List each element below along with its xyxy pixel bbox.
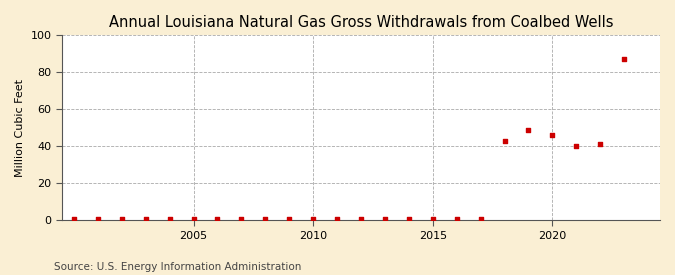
Point <box>595 142 605 147</box>
Point <box>404 217 414 222</box>
Point <box>331 217 342 222</box>
Point <box>260 217 271 222</box>
Point <box>116 217 127 222</box>
Point <box>427 217 438 222</box>
Point <box>140 217 151 222</box>
Text: Source: U.S. Energy Information Administration: Source: U.S. Energy Information Administ… <box>54 262 301 272</box>
Point <box>212 217 223 222</box>
Point <box>571 144 582 148</box>
Point <box>188 217 199 222</box>
Point <box>308 217 319 222</box>
Point <box>452 217 462 222</box>
Point <box>236 217 247 222</box>
Point <box>619 57 630 62</box>
Point <box>379 217 390 222</box>
Y-axis label: Million Cubic Feet: Million Cubic Feet <box>15 79 25 177</box>
Point <box>164 217 175 222</box>
Title: Annual Louisiana Natural Gas Gross Withdrawals from Coalbed Wells: Annual Louisiana Natural Gas Gross Withd… <box>109 15 613 30</box>
Point <box>523 128 534 132</box>
Point <box>499 139 510 143</box>
Point <box>284 217 294 222</box>
Point <box>475 217 486 222</box>
Point <box>92 217 103 222</box>
Point <box>69 217 80 222</box>
Point <box>356 217 367 222</box>
Point <box>547 133 558 138</box>
